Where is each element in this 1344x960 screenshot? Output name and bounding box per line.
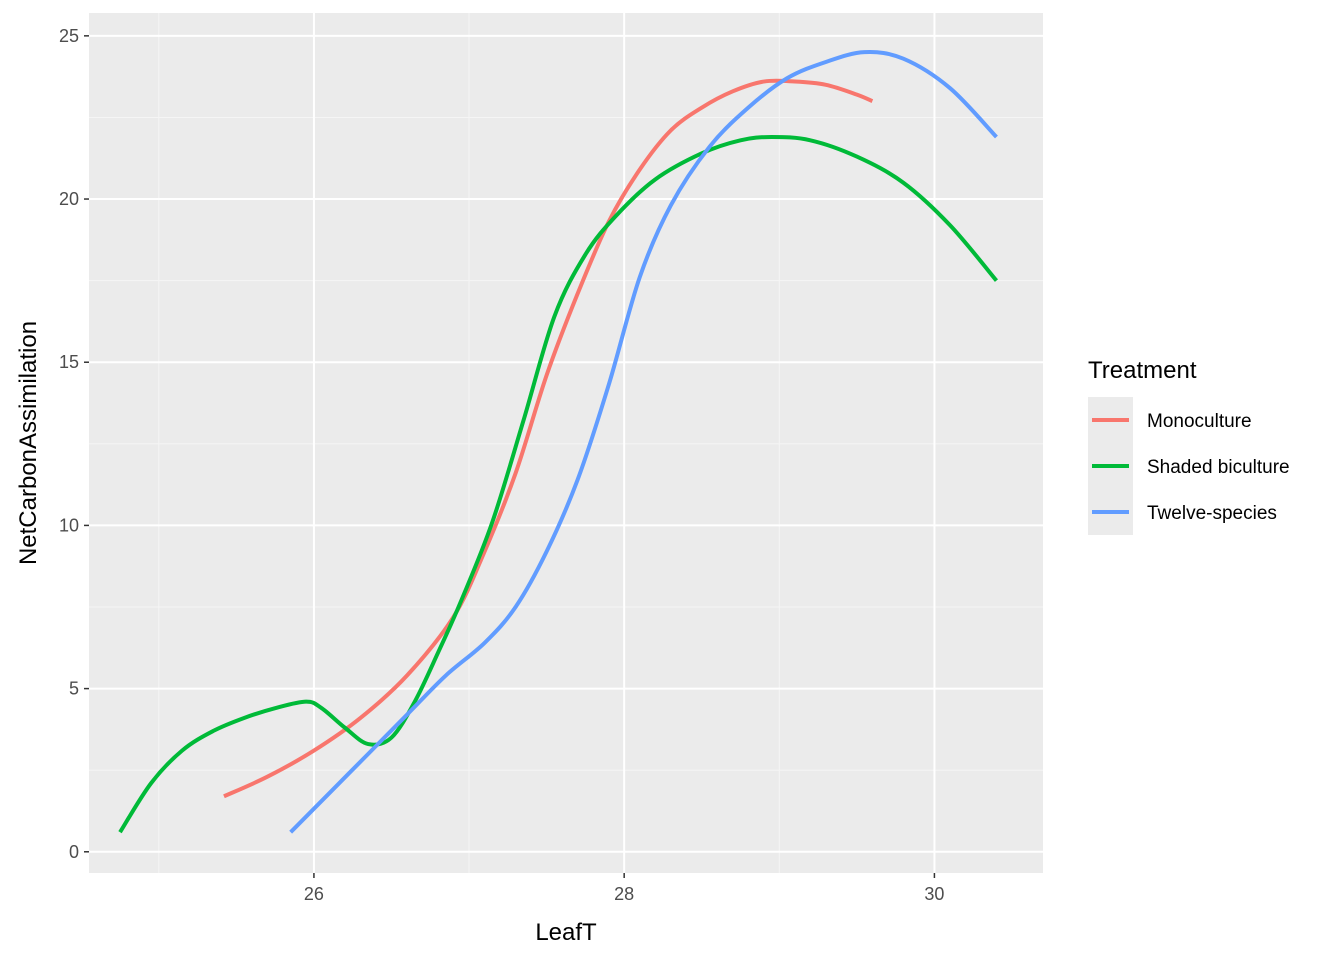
y-tick-label: 10 [59,515,79,535]
x-tick-label: 26 [304,884,324,904]
x-tick-label: 28 [614,884,634,904]
legend-title: Treatment [1088,357,1197,384]
x-axis: 26 28 30 [304,873,944,904]
plot-panel [89,13,1043,873]
x-axis-title: LeafT [535,919,597,946]
legend-label-monoculture: Monoculture [1147,411,1252,432]
series-lines [118,50,998,834]
grid-major [89,13,1043,873]
x-tick-label: 30 [924,884,944,904]
series-line-shaded-biculture [118,135,998,834]
legend-label-twelve-species: Twelve-species [1147,503,1277,524]
legend: Treatment Monoculture Shaded biculture Twe… [1088,357,1290,535]
legend-label-shaded-biculture: Shaded biculture [1147,457,1290,478]
legend-keys: Monoculture Shaded biculture Twelve-specie… [1088,397,1290,535]
series-line-twelve-species [289,50,998,834]
y-tick-label: 20 [59,189,79,209]
y-tick-label: 25 [59,26,79,46]
y-axis-title: NetCarbonAssimilation [15,321,42,565]
y-tick-label: 15 [59,352,79,372]
y-axis: 0 5 10 15 20 25 [59,26,89,862]
y-tick-label: 0 [69,842,79,862]
y-tick-label: 5 [69,679,79,699]
grid-minor [89,13,1043,873]
